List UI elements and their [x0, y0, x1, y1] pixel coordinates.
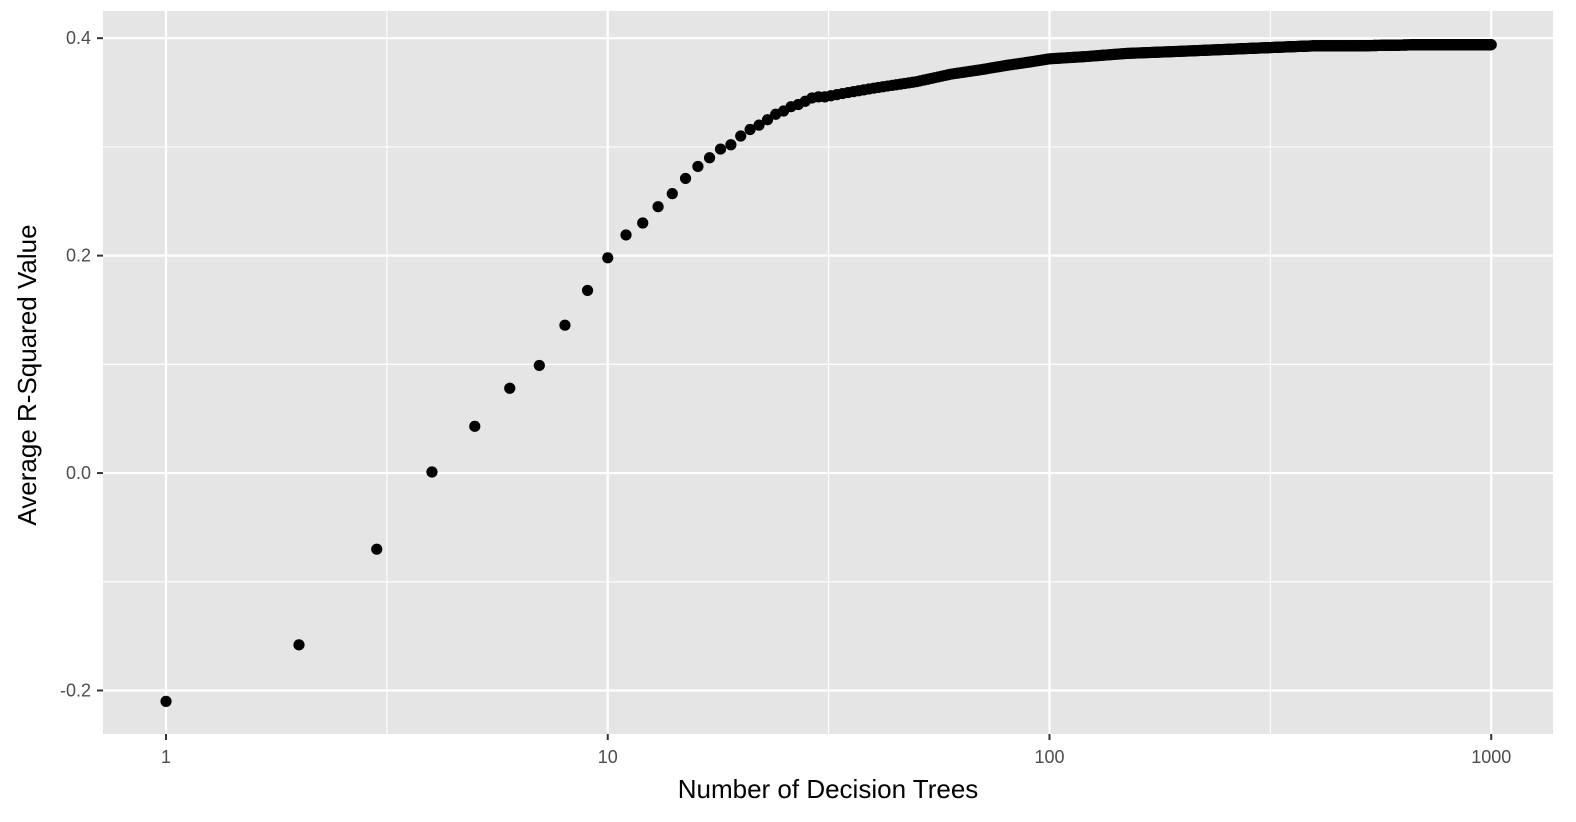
y-tick-label: 0.4: [66, 28, 91, 48]
data-point: [744, 123, 756, 136]
major-gridlines: [103, 11, 1553, 734]
data-point: [761, 114, 774, 126]
data-point: [504, 382, 516, 394]
x-tick-label: 10: [598, 747, 618, 767]
y-axis-ticks: -0.2 0.0 0.2 0.4: [60, 28, 103, 701]
data-point: [426, 466, 438, 478]
data-point: [703, 152, 716, 164]
x-tick-label: 1: [161, 747, 171, 767]
data-point: [725, 139, 737, 151]
data-point: [637, 217, 649, 229]
data-point: [652, 201, 664, 213]
data-point: [666, 188, 678, 200]
x-axis-title: Number of Decision Trees: [678, 774, 979, 804]
data-point: [533, 359, 545, 372]
y-axis-title: Average R-Squared Value: [12, 224, 42, 525]
y-tick-label: 0.2: [66, 246, 91, 266]
x-axis-ticks: 1 10 100 1000: [161, 734, 1511, 767]
data-point: [602, 252, 614, 264]
data-point: [559, 319, 571, 331]
data-point: [692, 160, 704, 173]
y-tick-label: -0.2: [60, 681, 91, 701]
data-point: [581, 284, 594, 297]
data-point: [371, 543, 383, 555]
data-points: [160, 39, 1497, 707]
panel-background: [103, 11, 1553, 734]
data-point: [753, 119, 765, 131]
x-tick-label: 1000: [1471, 747, 1511, 767]
data-point: [714, 143, 727, 155]
data-point: [160, 695, 172, 707]
data-point: [469, 420, 481, 432]
data-point: [1485, 39, 1497, 51]
data-point: [679, 172, 692, 185]
data-point: [735, 130, 747, 142]
y-tick-label: 0.0: [66, 463, 91, 483]
x-tick-label: 100: [1034, 747, 1064, 767]
data-point: [293, 639, 305, 651]
minor-gridlines: [103, 11, 1553, 734]
data-point: [620, 229, 632, 241]
